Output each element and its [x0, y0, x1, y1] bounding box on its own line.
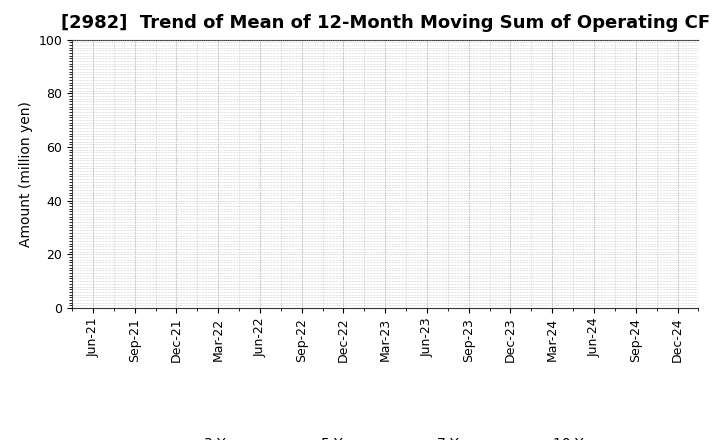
- Y-axis label: Amount (million yen): Amount (million yen): [19, 101, 33, 247]
- Legend: 3 Years, 5 Years, 7 Years, 10 Years: 3 Years, 5 Years, 7 Years, 10 Years: [153, 432, 617, 440]
- Title: [2982]  Trend of Mean of 12-Month Moving Sum of Operating CF: [2982] Trend of Mean of 12-Month Moving …: [60, 15, 710, 33]
